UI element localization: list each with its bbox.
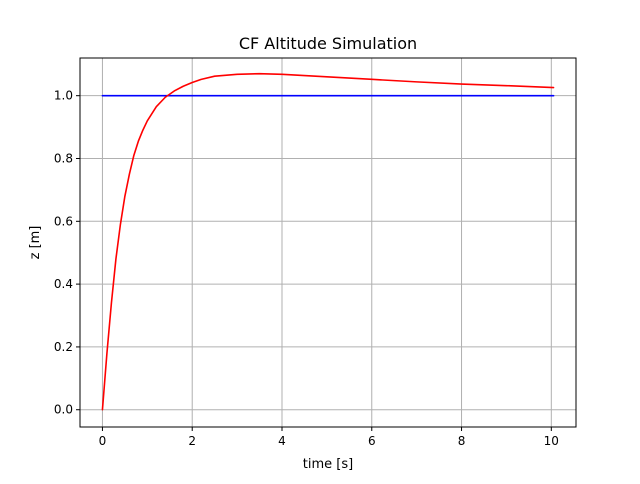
x-tick-label: 4 xyxy=(278,434,286,448)
series-line-1 xyxy=(101,72,555,411)
x-axis-label: time [s] xyxy=(303,457,353,472)
y-tick-label: 0.2 xyxy=(54,340,73,354)
y-tick-label: 1.0 xyxy=(54,89,73,103)
y-tick-label: 0.6 xyxy=(54,214,73,228)
y-tick-label: 0.0 xyxy=(54,403,73,417)
ticks: 0 2 4 6 8 10 0.0 0.2 0.4 0.6 0.8 1.0 xyxy=(54,89,559,448)
y-tick-label: 0.4 xyxy=(54,277,73,291)
plot-frame xyxy=(79,57,577,428)
y-tick-label: 0.8 xyxy=(54,151,73,165)
chart-title: CF Altitude Simulation xyxy=(239,34,417,53)
x-tick-label: 8 xyxy=(458,434,466,448)
x-tick-label: 6 xyxy=(368,434,376,448)
x-tick-label: 10 xyxy=(544,434,559,448)
x-tick-label: 2 xyxy=(188,434,196,448)
y-axis-label: z [m] xyxy=(28,226,43,260)
x-tick-label: 0 xyxy=(99,434,107,448)
series-group xyxy=(101,72,555,411)
